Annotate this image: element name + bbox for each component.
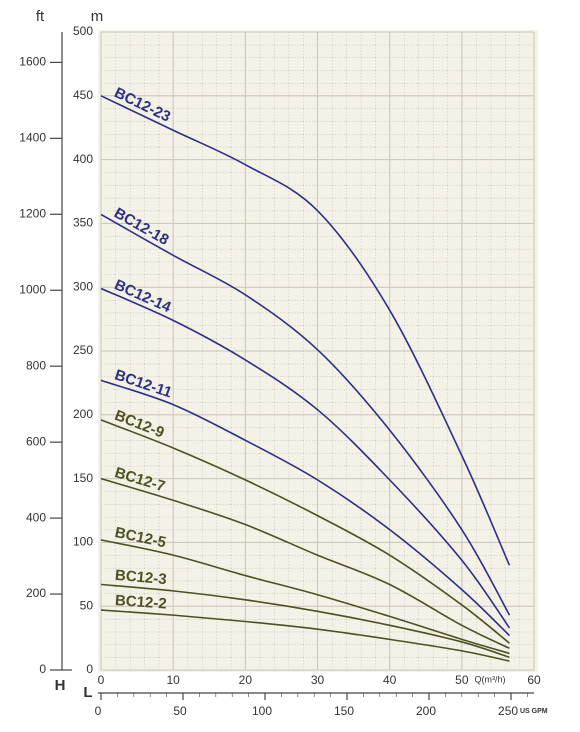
x2-tick-label: 200	[416, 704, 436, 718]
y-axis-label: m	[91, 8, 104, 25]
y-symbol: H	[55, 677, 66, 694]
curve	[100, 95, 511, 566]
x-tick-label: 0	[98, 673, 105, 687]
x-tick-label: 60	[527, 673, 541, 687]
curve	[100, 583, 510, 659]
y2-tick-label: 1000	[19, 282, 46, 296]
y-tick-label: 250	[73, 343, 93, 357]
y-tick-label: 200	[73, 407, 93, 421]
y2-tick-label: 0	[39, 662, 46, 676]
y-tick-label: 50	[80, 598, 94, 612]
curve	[100, 419, 510, 644]
y-tick-label: 150	[73, 471, 93, 485]
y2-tick-label: 200	[26, 586, 46, 600]
y-tick-label: 500	[73, 24, 93, 38]
curve	[100, 379, 511, 637]
curve	[100, 287, 511, 629]
curve	[100, 477, 510, 650]
curve	[100, 609, 510, 662]
y2-tick-label: 600	[26, 434, 46, 448]
x2-tick-label: 150	[334, 704, 354, 718]
x2-tick-label: 100	[252, 704, 272, 718]
y2-axis-label: ft	[36, 8, 45, 25]
y-tick-label: 0	[86, 662, 93, 676]
y-tick-label: 300	[73, 279, 93, 293]
y2-tick-label: 400	[26, 510, 46, 524]
y-tick-label: 350	[73, 216, 93, 230]
y2-tick-label: 1600	[19, 55, 46, 69]
x-tick-label: 30	[311, 673, 325, 687]
x-tick-label: 40	[383, 673, 397, 687]
x2-tick-label: 50	[173, 704, 187, 718]
x-tick-label: 20	[239, 673, 253, 687]
x-symbol: L	[83, 684, 92, 701]
y2-tick-label: 1400	[19, 131, 46, 145]
y2-tick-label: 800	[26, 358, 46, 372]
x2-tick-label: 0	[95, 704, 102, 718]
y-tick-label: 450	[73, 88, 93, 102]
curve-label: BC12-3	[114, 567, 167, 588]
x-axis-label: Q(m³/h)	[475, 674, 506, 684]
curve-label: BC12-2	[114, 592, 167, 613]
y-tick-label: 400	[73, 152, 93, 166]
x2-axis-label: US GPM	[520, 708, 548, 715]
curve	[100, 213, 511, 616]
x-tick-label: 50	[455, 673, 469, 687]
y2-tick-label: 1200	[19, 206, 46, 220]
y-tick-label: 100	[73, 535, 93, 549]
x-tick-label: 10	[166, 673, 180, 687]
curve	[100, 539, 510, 655]
x2-tick-label: 250	[498, 704, 518, 718]
